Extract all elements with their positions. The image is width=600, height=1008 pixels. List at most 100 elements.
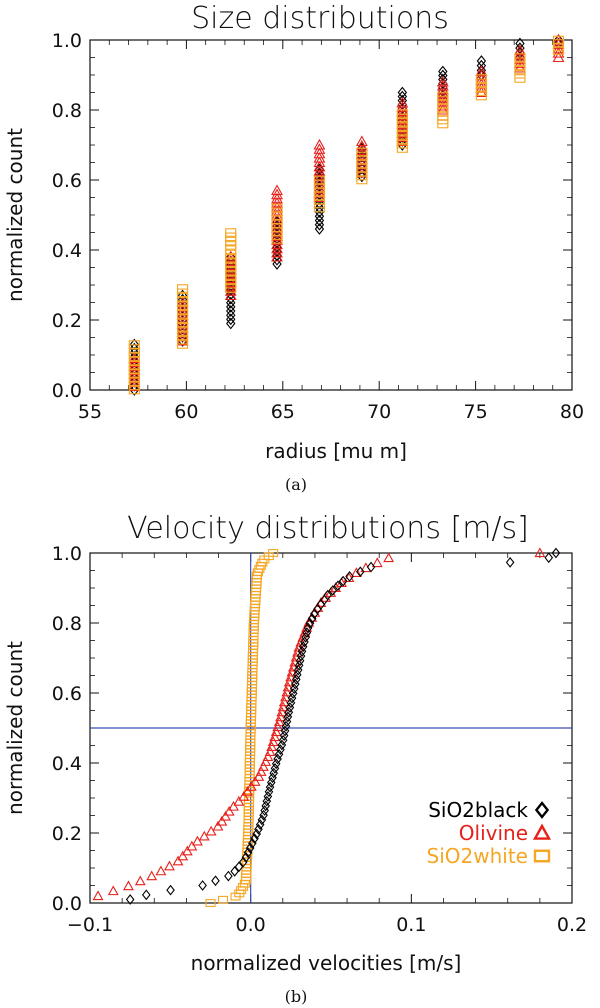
- data-point: [260, 756, 272, 766]
- legend-label-Olivine: Olivine: [459, 821, 528, 845]
- data-point: [262, 795, 272, 807]
- data-point: [225, 271, 237, 280]
- data-point: [297, 631, 309, 642]
- data-point: [146, 870, 158, 881]
- data-point: [314, 214, 325, 227]
- data-point: [313, 138, 326, 150]
- data-point: [230, 866, 239, 877]
- y-axis-label: normalized count: [3, 641, 27, 815]
- data-point: [338, 575, 348, 587]
- data-point: [211, 875, 220, 887]
- data-point: [276, 744, 285, 756]
- y-axis-label: normalized count: [3, 128, 27, 302]
- data-point: [278, 696, 290, 707]
- chart-title: Velocity distributions [m/s]: [127, 511, 529, 546]
- data-point: [225, 241, 237, 250]
- data-point: [176, 331, 189, 341]
- data-point: [264, 786, 274, 798]
- y-tick-label: 0.4: [52, 240, 82, 262]
- data-point: [164, 860, 175, 871]
- data-point: [515, 37, 525, 50]
- data-point: [224, 250, 237, 262]
- data-point: [172, 855, 184, 866]
- data-point: [107, 885, 119, 896]
- plot-frame: [89, 39, 573, 391]
- data-point: [134, 875, 146, 886]
- data-point: [255, 766, 267, 776]
- data-point: [186, 840, 198, 851]
- data-point: [333, 580, 343, 592]
- data-point: [396, 139, 408, 149]
- data-point: [396, 122, 408, 131]
- data-point: [270, 726, 282, 737]
- data-point: [328, 585, 338, 596]
- data-point: [287, 661, 299, 672]
- x-tick-label: 80: [560, 401, 584, 423]
- y-tick-label: 0.6: [52, 170, 82, 192]
- data-point: [355, 135, 368, 147]
- data-point: [233, 795, 245, 806]
- data-point: [176, 314, 189, 323]
- x-tick-label: 65: [271, 401, 295, 423]
- data-point: [314, 210, 325, 223]
- data-point: [248, 837, 257, 849]
- data-point: [238, 790, 250, 801]
- y-tick-label: 1.0: [52, 30, 82, 52]
- data-point: [314, 206, 325, 218]
- data-point: [228, 800, 239, 811]
- y-tick-label: 0.0: [52, 893, 82, 915]
- data-point: [241, 851, 251, 863]
- y-tick-label: 0.8: [52, 613, 82, 635]
- data-point: [313, 175, 325, 185]
- data-point: [305, 617, 315, 629]
- data-point: [176, 310, 189, 319]
- data-point: [323, 589, 332, 601]
- data-point: [262, 751, 274, 761]
- data-point: [125, 894, 135, 905]
- x-tick-label: 0.1: [396, 914, 426, 936]
- data-point: [205, 899, 216, 907]
- data-point: [272, 721, 284, 732]
- data-point: [366, 561, 376, 573]
- series-Olivine: [128, 33, 565, 392]
- data-point: [176, 301, 189, 311]
- data-point: [225, 279, 237, 289]
- data-point: [396, 109, 408, 118]
- data-point: [396, 126, 408, 136]
- panel-caption: (b): [285, 987, 308, 1006]
- data-point: [544, 552, 554, 564]
- data-point: [273, 716, 285, 727]
- data-point: [396, 131, 408, 140]
- data-point: [245, 842, 255, 854]
- data-point: [274, 748, 284, 760]
- series-SiO2white: [128, 35, 565, 395]
- data-point: [238, 856, 248, 868]
- data-point: [268, 549, 279, 557]
- data-point: [475, 87, 487, 96]
- y-tick-label: 0.0: [52, 380, 82, 402]
- data-point: [345, 571, 354, 582]
- data-point: [320, 592, 332, 602]
- data-point: [514, 44, 526, 56]
- data-point: [257, 761, 269, 771]
- data-point: [181, 845, 193, 856]
- legend-marker-SiO2white: [533, 849, 551, 863]
- legend-marker-Olivine: [532, 823, 552, 840]
- data-point: [307, 613, 317, 624]
- y-tick-label: 0.6: [52, 683, 82, 705]
- data-point: [242, 785, 253, 796]
- data-point: [551, 547, 561, 559]
- data-point: [176, 305, 189, 315]
- data-point: [271, 758, 281, 770]
- data-point: [396, 117, 408, 127]
- data-point: [271, 203, 283, 213]
- data-point: [514, 53, 526, 62]
- data-point: [281, 686, 293, 697]
- data-point: [356, 566, 365, 578]
- data-point: [436, 75, 449, 87]
- data-point: [269, 731, 281, 742]
- x-axis-label: normalized velocities [m/s]: [191, 951, 462, 975]
- data-point: [216, 815, 228, 826]
- x-tick-label: 0.0: [236, 914, 266, 936]
